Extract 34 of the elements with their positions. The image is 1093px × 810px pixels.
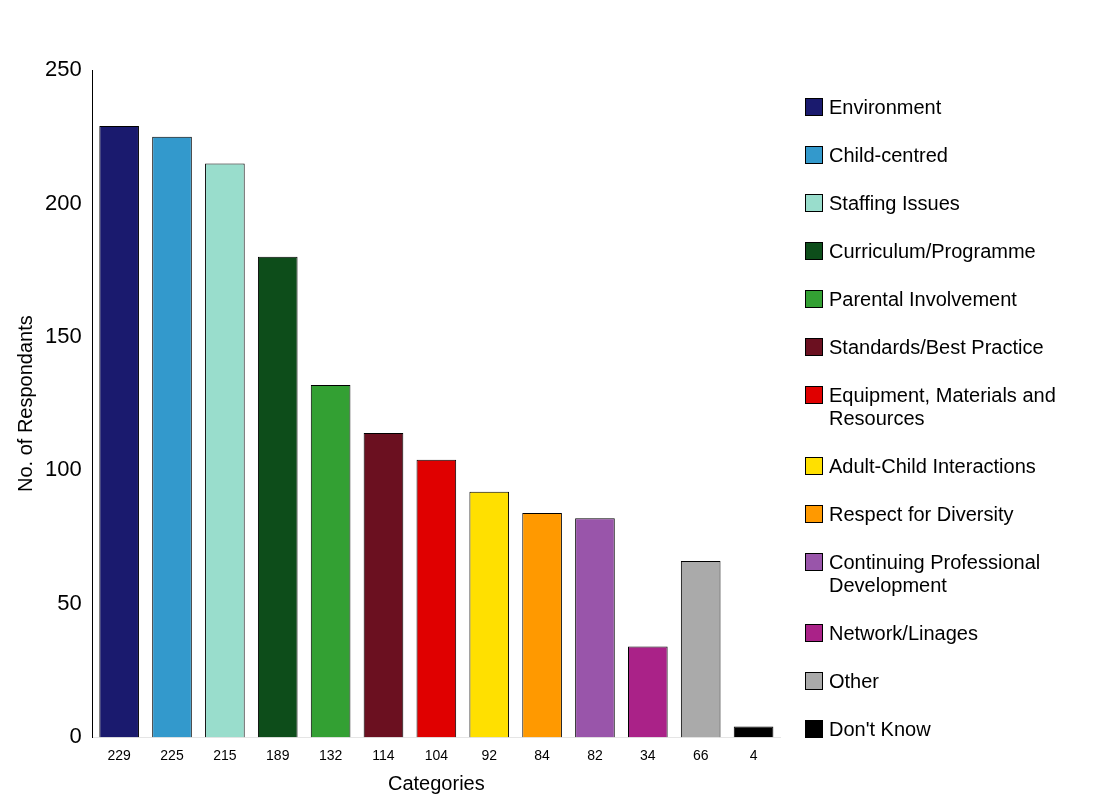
x-tick-label: 34 [640, 747, 656, 764]
legend-label: Adult-Child Interactions [829, 455, 1036, 478]
legend-label: Continuing Professional Development [829, 551, 1042, 597]
legend-label: Equipment, Materials and Resources [829, 384, 1057, 430]
x-tick-label: 82 [587, 747, 603, 764]
legend-label: Respect for Diversity [829, 503, 1014, 526]
legend-label: Don't Know [829, 718, 931, 741]
legend-label: Child-centred [829, 144, 948, 167]
x-tick-label: 4 [749, 747, 758, 764]
legend-label: Network/Linages [829, 622, 978, 645]
legend-label: Curriculum/Programme [829, 240, 1036, 263]
x-tick-label: 215 [213, 747, 237, 764]
x-tick-label: 132 [318, 747, 343, 764]
y-tick-label: 150 [44, 322, 82, 348]
x-tick-label: 114 [372, 747, 395, 764]
x-tick-label: 189 [266, 747, 290, 764]
x-tick-label: 84 [534, 747, 551, 764]
y-tick-label: 50 [57, 589, 82, 615]
x-tick-label: 104 [424, 747, 449, 764]
x-tick-label: 229 [107, 747, 132, 764]
x-tick-label: 225 [160, 747, 184, 764]
y-axis-title: No. of Respondants [13, 315, 36, 492]
x-tick-label: 92 [481, 747, 498, 764]
x-axis-title: Categories [387, 771, 485, 794]
legend-label: Standards/Best Practice [829, 336, 1044, 359]
x-tick-label: 66 [692, 747, 709, 764]
y-tick-label: 200 [44, 189, 82, 215]
y-tick-label: 0 [69, 723, 82, 749]
legend-label: Other [829, 670, 880, 693]
legend-label: Staffing Issues [829, 192, 960, 215]
y-tick-label: 100 [44, 456, 82, 482]
y-tick-label: 250 [44, 56, 82, 82]
legend-label: Environment [829, 96, 942, 119]
legend-label: Parental Involvement [829, 288, 1017, 311]
